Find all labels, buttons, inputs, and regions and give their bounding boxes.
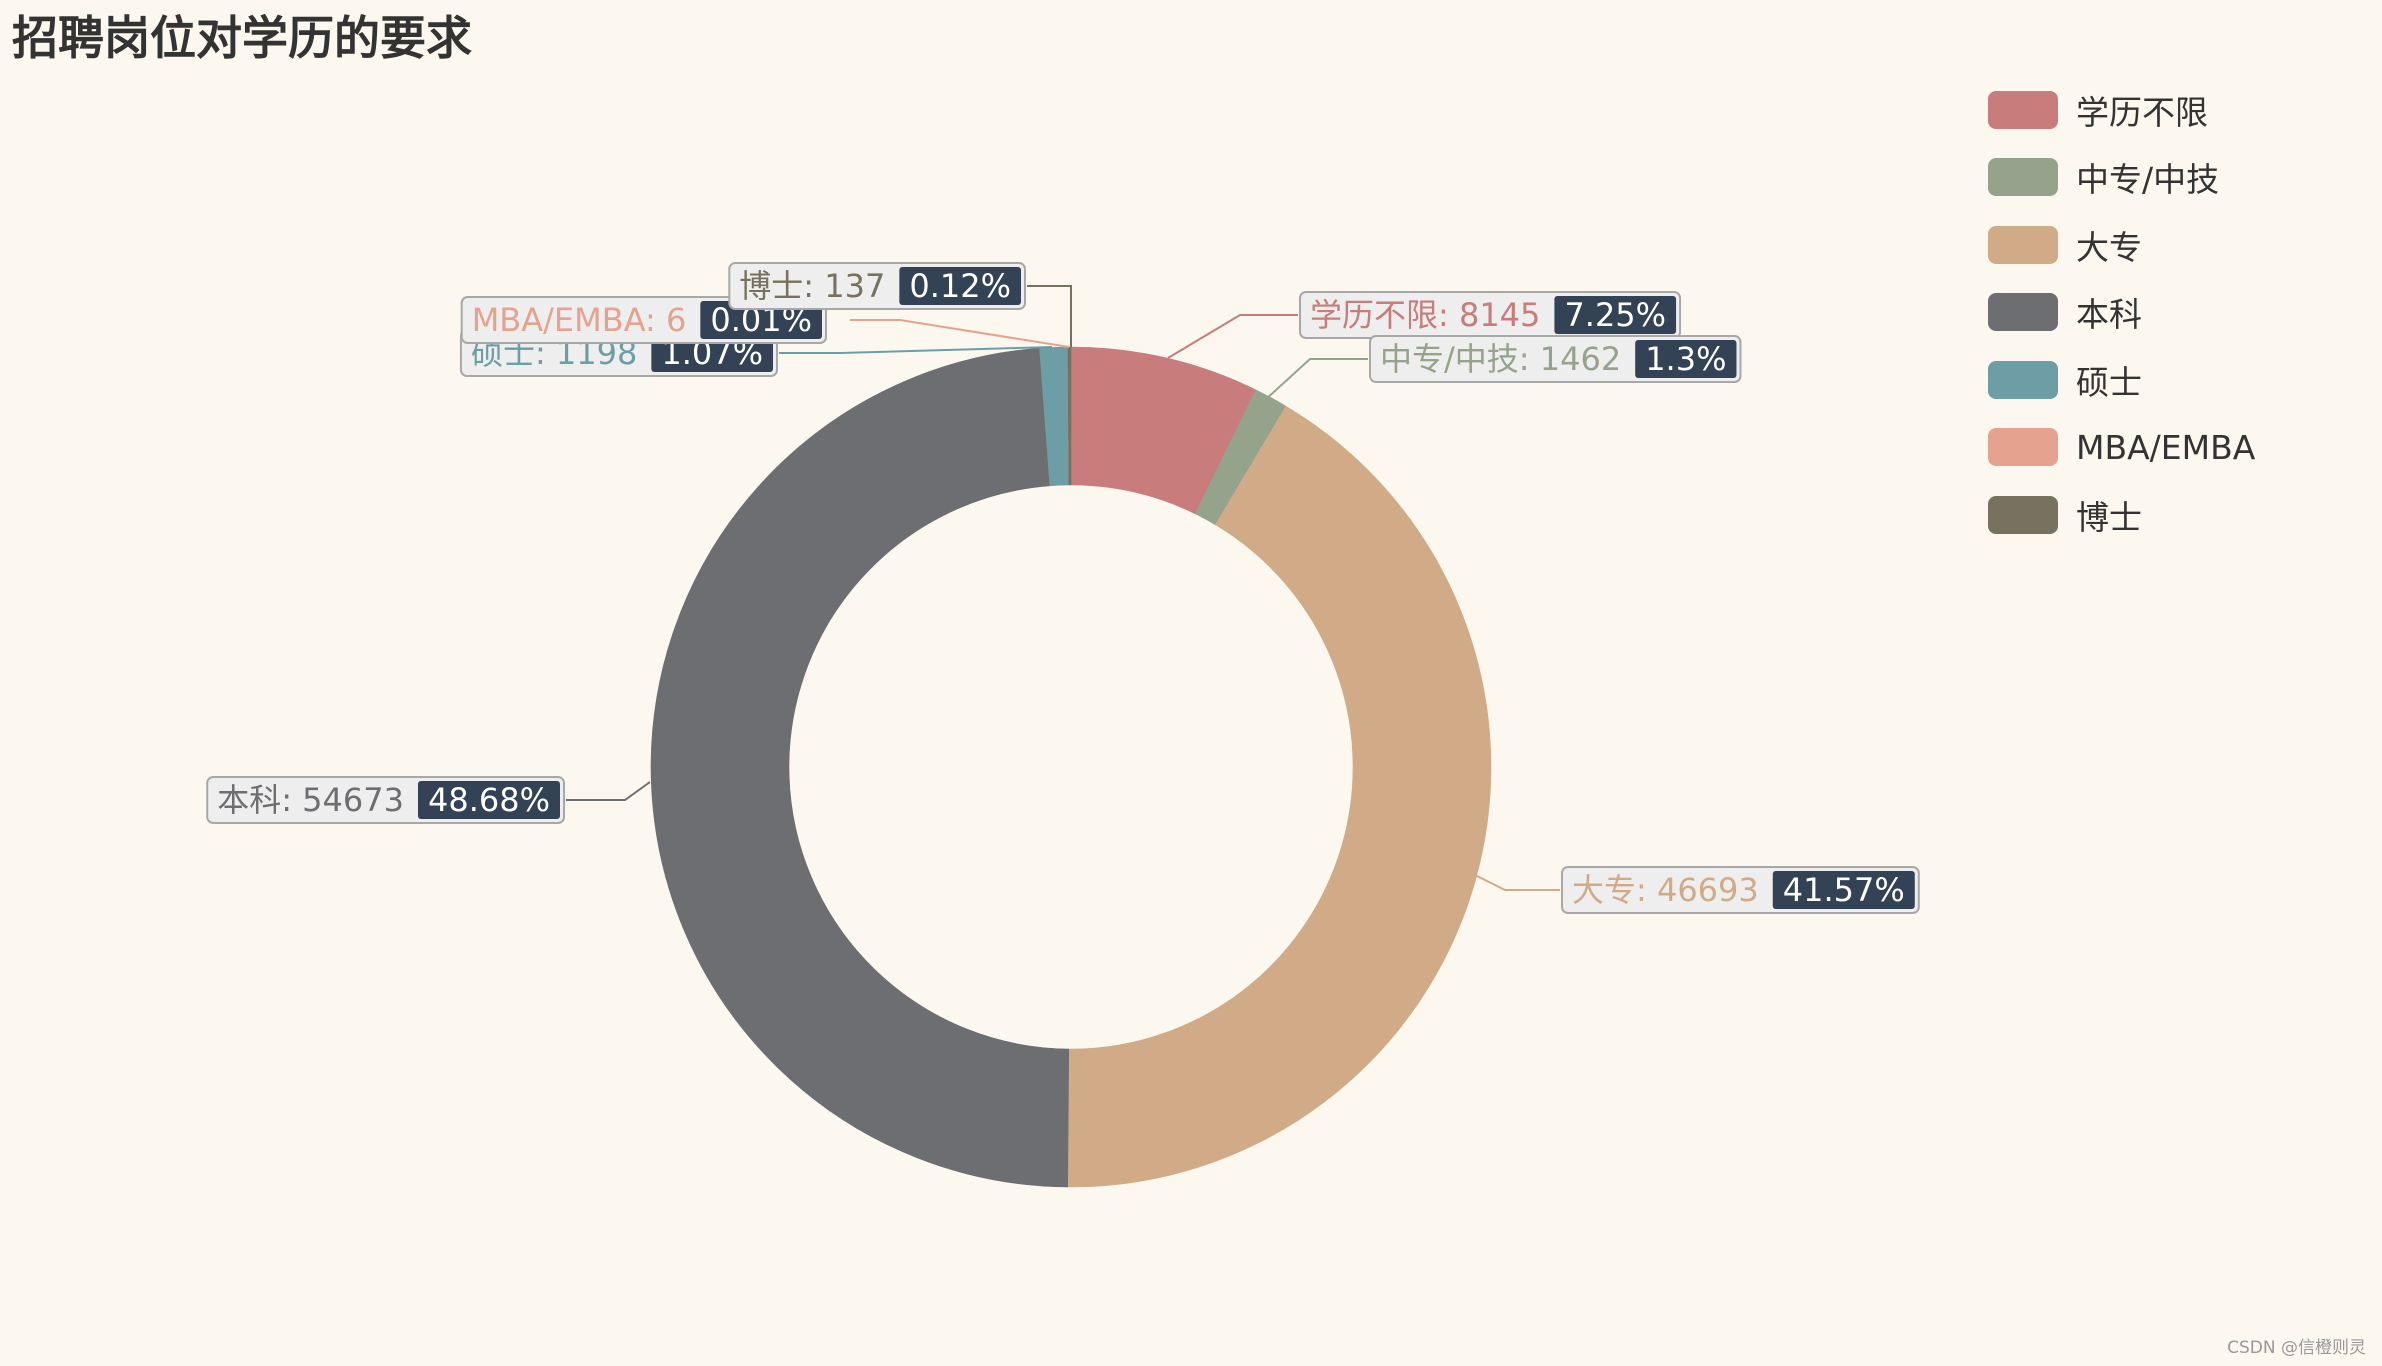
legend-swatch — [1988, 90, 2058, 129]
slice-label-3: 本科: 54673 48.68% — [206, 776, 565, 824]
legend-label: 中专/中技 — [2076, 160, 2220, 200]
legend-label: 博士 — [2076, 497, 2142, 537]
slice-label-name-1: 中专/中技: 1462 — [1380, 340, 1621, 378]
legend-label: MBA/EMBA — [2076, 427, 2256, 467]
slice-label-name-5: MBA/EMBA: 6 — [472, 301, 687, 339]
slice-label-name-3: 本科: 54673 — [217, 781, 404, 819]
legend: 学历不限中专/中技大专本科硕士 MBA/EMBA 博士 — [1988, 76, 2255, 549]
slice-label-1: 中专/中技: 1462 1.3% — [1369, 335, 1742, 383]
slice-label-name-6: 博士: 137 — [739, 267, 885, 305]
slice-label-percent-0: 7.25% — [1564, 296, 1666, 334]
leader-line-4 — [779, 346, 1053, 354]
leader-line-3 — [566, 781, 651, 801]
legend-item-4[interactable]: 硕士 — [1988, 346, 2255, 414]
legend-swatch — [1988, 495, 2058, 534]
leader-line-2 — [1470, 872, 1560, 891]
leader-line-1 — [1264, 358, 1368, 401]
slice-label-percent-2: 41.57% — [1783, 871, 1905, 909]
legend-swatch — [1988, 360, 2058, 399]
legend-swatch — [1988, 428, 2058, 467]
slice-label-percent-3: 48.68% — [428, 781, 550, 819]
legend-label: 硕士 — [2076, 362, 2142, 402]
legend-label: 本科 — [2076, 295, 2142, 335]
slice-label-0: 学历不限: 8145 7.25% — [1299, 291, 1682, 339]
leader-line-0 — [1167, 314, 1298, 359]
slice-label-percent-6: 0.12% — [909, 267, 1011, 305]
legend-swatch — [1988, 158, 2058, 197]
slice-label-2: 大专: 46693 41.57% — [1561, 866, 1920, 914]
chart-title: 招聘岗位对学历的要求 — [12, 11, 472, 65]
legend-item-1[interactable]: 中专/中技 — [1988, 144, 2255, 212]
legend-item-2[interactable]: 大专 — [1988, 211, 2255, 279]
legend-item-6[interactable]: 博士 — [1988, 481, 2255, 549]
legend-label: 大专 — [2076, 227, 2142, 267]
legend-label: 学历不限 — [2076, 92, 2208, 132]
slice-label-name-0: 学历不限: 8145 — [1310, 296, 1540, 334]
legend-item-3[interactable]: 本科 — [1988, 279, 2255, 347]
legend-swatch — [1988, 225, 2058, 264]
legend-swatch — [1988, 293, 2058, 332]
slice-3[interactable] — [650, 347, 1070, 1188]
leader-line-6 — [1027, 285, 1072, 347]
slice-label-6: 博士: 137 0.12% — [728, 262, 1026, 310]
slice-2[interactable] — [1067, 405, 1492, 1188]
legend-item-0[interactable]: 学历不限 — [1988, 76, 2255, 144]
slice-label-name-2: 大专: 46693 — [1572, 871, 1759, 909]
watermark: CSDN @信橙则灵 — [2227, 1338, 2366, 1358]
leader-line-5 — [850, 319, 1070, 348]
slice-label-percent-1: 1.3% — [1645, 340, 1726, 378]
legend-item-5[interactable]: MBA/EMBA — [1988, 414, 2255, 482]
